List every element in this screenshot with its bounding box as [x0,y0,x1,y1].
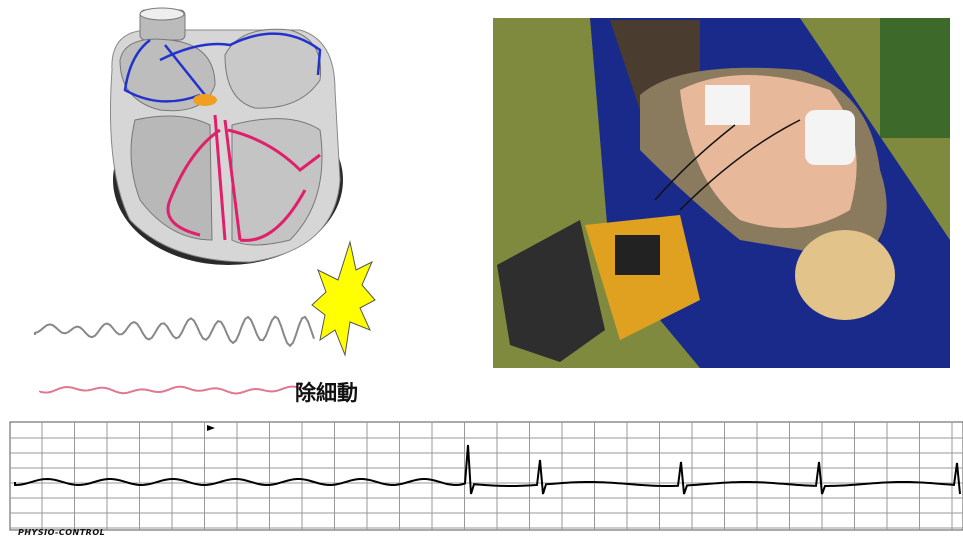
fibrillation-wave [35,317,314,346]
post-shock-wave [40,387,300,394]
pad-2 [805,110,855,165]
shock-label: 除細動 [295,381,358,405]
photo-head [795,230,895,320]
aorta-top [140,8,184,20]
page: 除細動 PHYSIO-CONTROL [0,0,963,538]
shock-burst [312,242,375,355]
photo-floor-dark [880,18,950,138]
aed-panel [615,235,660,275]
aed-photo [493,18,950,368]
brand-label: PHYSIO-CONTROL [18,528,105,537]
av-node [193,94,217,106]
heart-diagram [110,8,343,265]
pad-1 [705,85,750,125]
